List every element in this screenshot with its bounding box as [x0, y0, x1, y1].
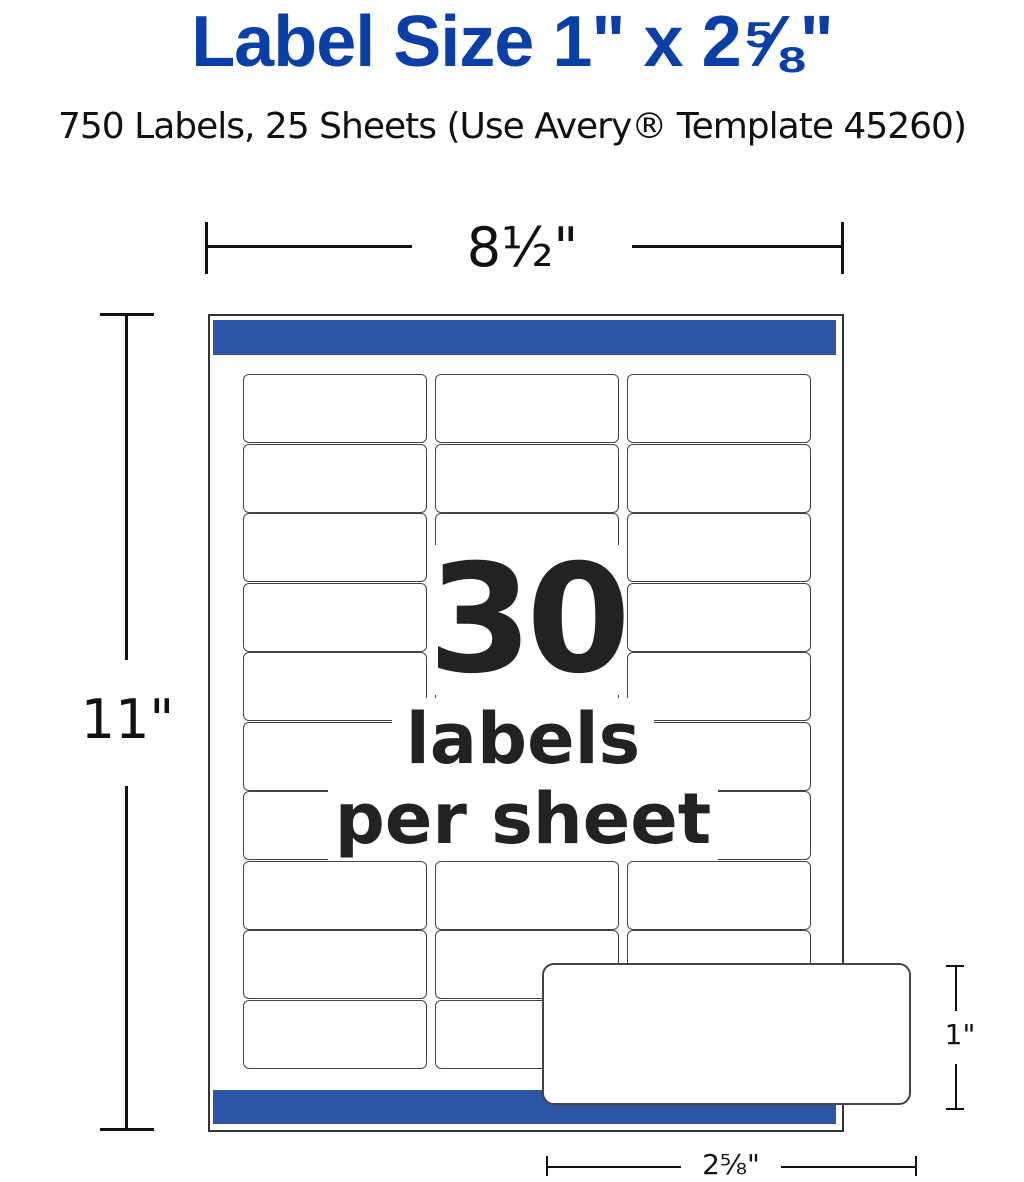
sheet-label [243, 930, 427, 999]
sheet-label [243, 443, 427, 513]
sheet-label [627, 374, 811, 443]
label-height-line-bottom [955, 1064, 957, 1108]
labels-text: labels [392, 698, 654, 780]
label-width-text: 2⅝" [702, 1148, 760, 1181]
sheet-label [243, 374, 427, 443]
sheet-label [627, 582, 811, 652]
width-dim-line-left [206, 245, 412, 248]
page-title: Label Size 1" x 2⅝" [191, 2, 834, 82]
label-height-tick-bottom [946, 1108, 964, 1110]
height-dim-tick-bottom [100, 1128, 154, 1131]
label-width-tick-right [915, 1156, 917, 1176]
label-height-line-top [955, 966, 957, 1011]
sheet-height-label: 11" [80, 688, 175, 751]
sheet-label [627, 513, 811, 582]
labels-count: 30 [428, 533, 631, 707]
label-height-tick-top [946, 965, 964, 967]
label-width-line-right [781, 1166, 916, 1168]
sheet-label [243, 582, 427, 652]
sheet-label [435, 860, 619, 930]
per-sheet-text: per sheet [328, 778, 718, 860]
width-dim-line-right [632, 245, 844, 248]
width-dim-tick-left [205, 222, 208, 274]
width-dim-tick-right [841, 222, 844, 274]
sheet-label [627, 860, 811, 930]
height-dim-line-top [125, 314, 128, 660]
sheet-label [627, 652, 811, 721]
sheet-width-label: 8½" [466, 216, 579, 279]
single-label-detail [542, 963, 911, 1105]
sheet-label [627, 443, 811, 513]
label-height-text: 1" [944, 1018, 976, 1051]
subtitle: 750 Labels, 25 Sheets (Use Avery® Templa… [58, 106, 967, 147]
label-width-line-left [546, 1166, 681, 1168]
height-dim-line-bottom [125, 786, 128, 1130]
sheet-label [435, 443, 619, 513]
sheet-label [435, 374, 619, 443]
sheet-label [243, 860, 427, 930]
sheet-label [243, 999, 427, 1069]
sheet-label [243, 513, 427, 582]
sheet-top-bar [213, 320, 836, 355]
